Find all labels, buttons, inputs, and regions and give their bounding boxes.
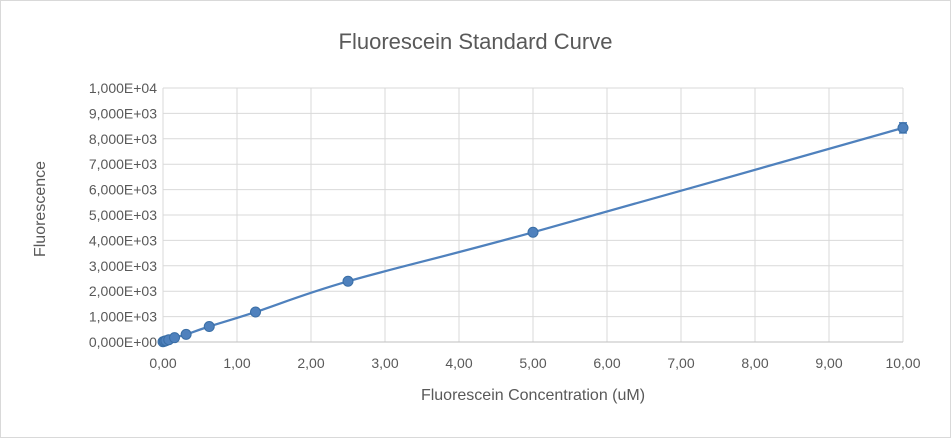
data-point bbox=[342, 275, 354, 287]
data-point bbox=[897, 122, 909, 134]
x-tick-label: 3,00 bbox=[371, 355, 398, 371]
data-point bbox=[180, 328, 192, 340]
x-axis-label: Fluorescein Concentration (uM) bbox=[420, 387, 646, 404]
data-point bbox=[169, 332, 181, 344]
x-tick-label: 6,00 bbox=[593, 355, 620, 371]
y-tick-label: 9,000E+03 bbox=[89, 105, 157, 121]
y-tick-label: 1,000E+04 bbox=[89, 80, 157, 96]
x-tick-label: 1,00 bbox=[223, 355, 250, 371]
y-tick-label: 8,000E+03 bbox=[89, 131, 157, 147]
y-tick-label: 7,000E+03 bbox=[89, 156, 157, 172]
y-tick-label: 5,000E+03 bbox=[89, 207, 157, 223]
x-tick-label: 5,00 bbox=[519, 355, 546, 371]
x-tick-label: 10,00 bbox=[885, 355, 920, 371]
x-tick-label: 9,00 bbox=[815, 355, 842, 371]
y-tick-label: 1,000E+03 bbox=[89, 309, 157, 325]
data-point bbox=[527, 226, 539, 238]
y-tick-label: 3,000E+03 bbox=[89, 258, 157, 274]
y-tick-label: 4,000E+03 bbox=[89, 232, 157, 248]
x-tick-label: 0,00 bbox=[149, 355, 176, 371]
y-tick-label: 0,000E+00 bbox=[89, 334, 157, 350]
data-point bbox=[203, 321, 215, 333]
x-tick-label: 8,00 bbox=[741, 355, 768, 371]
x-tick-label: 7,00 bbox=[667, 355, 694, 371]
x-tick-label: 2,00 bbox=[297, 355, 324, 371]
chart-title: Fluorescein Standard Curve bbox=[338, 29, 613, 54]
x-tick-label: 4,00 bbox=[445, 355, 472, 371]
y-tick-label: 2,000E+03 bbox=[89, 283, 157, 299]
data-point bbox=[250, 306, 261, 318]
y-tick-label: 6,000E+03 bbox=[89, 182, 157, 198]
